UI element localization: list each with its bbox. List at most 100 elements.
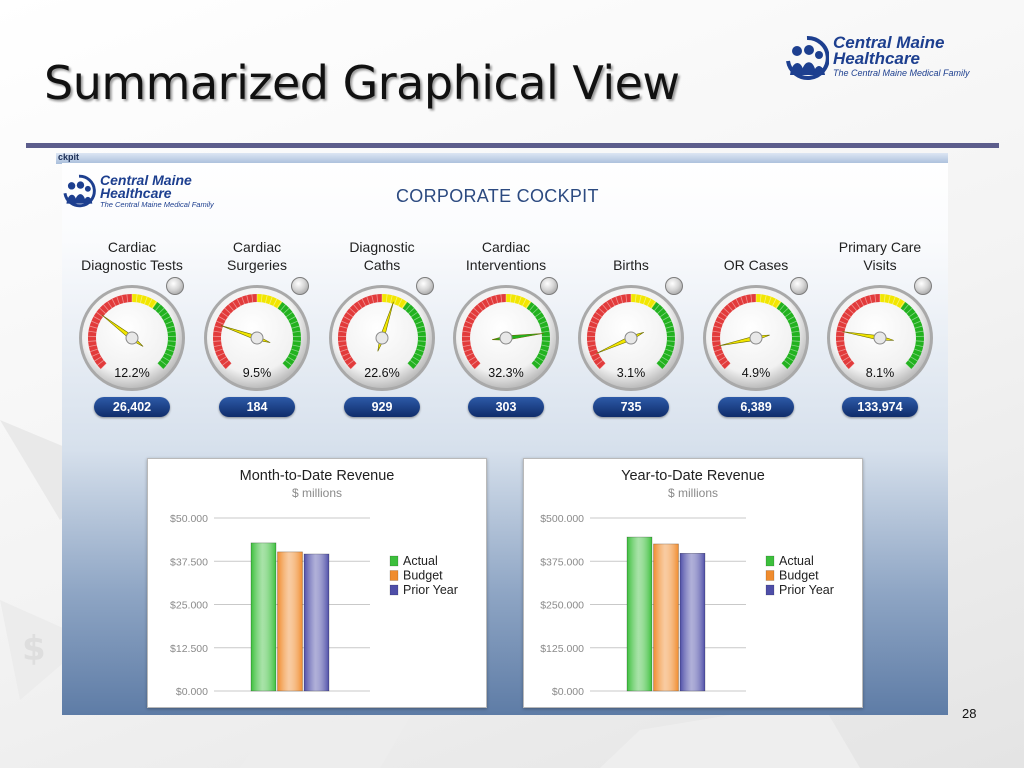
people-icon bbox=[786, 35, 829, 80]
gauge-dial bbox=[578, 285, 684, 391]
y-tick-label: $37.500 bbox=[170, 556, 208, 568]
gauge-label-line-1: Cardiac bbox=[481, 239, 531, 255]
status-light bbox=[416, 277, 434, 295]
gauge-label: Cardiac Diagnostic Tests bbox=[62, 238, 202, 274]
y-tick-label: $375.000 bbox=[540, 556, 584, 568]
gauge-label-line-1: Cardiac bbox=[107, 239, 157, 255]
legend-label: Budget bbox=[779, 569, 819, 583]
gauge-label-line-2: Interventions bbox=[465, 257, 547, 273]
company-logo: Central Maine Healthcare The Central Mai… bbox=[785, 33, 970, 81]
gauge-label-line-2: OR Cases bbox=[723, 257, 789, 273]
legend-swatch bbox=[389, 555, 399, 567]
y-tick-label: $50.000 bbox=[170, 513, 208, 525]
chart-title: Year-to-Date Revenue bbox=[621, 468, 765, 484]
dashboard-title: CORPORATE COCKPIT bbox=[396, 186, 599, 206]
gauge-hub bbox=[873, 331, 887, 345]
gauge-band bbox=[462, 294, 507, 370]
gauge-count-badge[interactable]: 26,402 bbox=[94, 397, 170, 417]
gauge-count-badge[interactable]: 6,389 bbox=[718, 397, 794, 417]
chart-plot: $0.000 $125.000 $250.000 $375.000 $500.000 Ac… bbox=[540, 513, 834, 698]
gauge-band bbox=[338, 294, 383, 370]
gauge-label-line-1: Cardiac bbox=[232, 239, 282, 255]
gauge-dial bbox=[453, 285, 559, 391]
y-tick-label: $125.000 bbox=[540, 643, 584, 655]
gauge-count-badge[interactable]: 303 bbox=[468, 397, 544, 417]
gauge-band bbox=[712, 294, 757, 370]
gauge-count-badge[interactable]: 929 bbox=[344, 397, 420, 417]
gauge-band bbox=[152, 302, 176, 370]
gauge-hub bbox=[624, 331, 638, 345]
legend-swatch bbox=[765, 570, 775, 581]
gauge-label-line-2: Diagnostic Tests bbox=[81, 257, 183, 273]
legend-label: Prior Year bbox=[403, 583, 458, 597]
status-light bbox=[291, 277, 309, 295]
logo-line-1: Central Maine bbox=[833, 33, 945, 52]
dashboard-logo-line-1: Central Maine bbox=[100, 172, 192, 188]
y-tick-label: $25.000 bbox=[170, 600, 208, 612]
chart-subtitle: $ millions bbox=[291, 486, 342, 500]
page-number: 28 bbox=[962, 706, 977, 721]
gauge-band bbox=[836, 294, 881, 370]
gauge-label: Cardiac Surgeries bbox=[187, 238, 327, 274]
chart-title: Month-to-Date Revenue bbox=[239, 468, 395, 484]
gauge-dial bbox=[79, 285, 185, 391]
gauge-percent: 32.3% bbox=[488, 366, 524, 380]
dashboard-window-titlebar[interactable]: ckpit bbox=[56, 152, 948, 164]
gauge-percent: 9.5% bbox=[242, 366, 272, 380]
gauge-count-badge[interactable]: 184 bbox=[219, 397, 295, 417]
gauge-label: OR Cases bbox=[686, 238, 826, 274]
gauge-percent: 22.6% bbox=[364, 366, 400, 380]
status-light bbox=[665, 277, 683, 295]
chart-plot: $0.000 $12.500 $25.000 $37.500 $50.000 Actual… bbox=[170, 513, 458, 698]
gauge-count-badge[interactable]: 133,974 bbox=[842, 397, 918, 417]
legend-label: Prior Year bbox=[779, 583, 834, 597]
legend-label: Actual bbox=[779, 554, 814, 568]
gauge-hub bbox=[125, 331, 139, 345]
gauge-label-line-2: Surgeries bbox=[227, 257, 287, 273]
gauge-label: Births bbox=[561, 238, 701, 274]
status-light bbox=[914, 277, 932, 295]
status-light bbox=[790, 277, 808, 295]
chart-subtitle: $ millions bbox=[667, 486, 718, 500]
gauge-hub bbox=[250, 331, 264, 345]
gauge-band bbox=[131, 294, 158, 309]
dashboard-logo-line-2: Healthcare bbox=[100, 185, 172, 201]
gauge-band bbox=[879, 294, 906, 309]
gauge-hub bbox=[499, 331, 513, 345]
year-to-date-revenue-chart: Year-to-Date Revenue $ millions $0.000 $1… bbox=[523, 458, 863, 708]
gauge-label: Diagnostic Caths bbox=[312, 238, 452, 274]
gauge-count-badge[interactable]: 735 bbox=[593, 397, 669, 417]
gauge-band bbox=[587, 294, 632, 370]
gauge-band bbox=[900, 302, 924, 370]
gauge-label: Cardiac Interventions bbox=[436, 238, 576, 274]
y-tick-label: $250.000 bbox=[540, 600, 584, 612]
status-light bbox=[166, 277, 184, 295]
gauge-label-line-2: Caths bbox=[363, 257, 401, 273]
legend-swatch bbox=[765, 555, 775, 567]
gauge-label-line-2: Visits bbox=[863, 257, 897, 273]
legend-swatch bbox=[765, 584, 775, 596]
gauge-label: Primary Care Visits bbox=[810, 238, 950, 274]
gauge-percent: 3.1% bbox=[616, 366, 646, 380]
month-to-date-revenue-chart: Month-to-Date Revenue $ millions $0.000 $… bbox=[147, 458, 487, 708]
gauge-band bbox=[402, 302, 426, 370]
gauge-dial bbox=[703, 285, 809, 391]
gauge-band bbox=[381, 294, 408, 309]
gauge-label-line-2: Births bbox=[613, 257, 649, 273]
dashboard-logo-tagline: The Central Maine Medical Family bbox=[100, 200, 214, 209]
y-tick-label: $0.000 bbox=[176, 686, 208, 698]
legend-label: Actual bbox=[403, 554, 438, 568]
gauge-band bbox=[213, 294, 258, 370]
legend-label: Budget bbox=[403, 569, 443, 583]
gauge-band bbox=[526, 302, 550, 370]
gauge-percent: 12.2% bbox=[114, 366, 150, 380]
gauge-band bbox=[88, 294, 133, 370]
gauge-hub bbox=[375, 331, 389, 345]
gauge-percent: 8.1% bbox=[865, 366, 895, 380]
slide-title: Summarized Graphical View bbox=[44, 56, 680, 110]
legend-swatch bbox=[389, 570, 399, 581]
title-divider bbox=[26, 143, 999, 148]
gauge-band bbox=[505, 294, 532, 309]
y-tick-label: $0.000 bbox=[552, 686, 584, 698]
gauge-band bbox=[776, 302, 800, 370]
